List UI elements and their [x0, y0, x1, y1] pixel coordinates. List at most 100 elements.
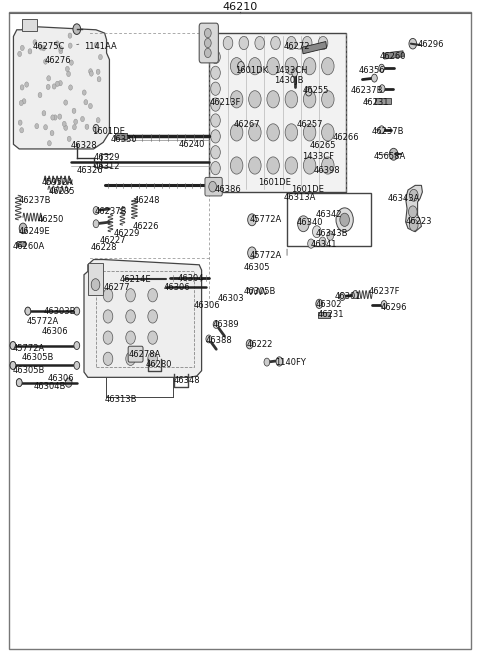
Text: 46348: 46348 [173, 376, 200, 385]
Circle shape [126, 310, 135, 323]
Circle shape [73, 24, 81, 34]
Circle shape [292, 69, 298, 77]
Text: 46305B: 46305B [22, 353, 54, 362]
Circle shape [148, 331, 157, 344]
Circle shape [46, 84, 50, 89]
Circle shape [74, 119, 78, 124]
Text: 46296: 46296 [418, 40, 444, 49]
Circle shape [249, 157, 261, 174]
Text: 46306: 46306 [48, 374, 74, 383]
Text: 46326: 46326 [77, 166, 103, 175]
Circle shape [230, 58, 243, 75]
Text: 46303: 46303 [217, 294, 244, 303]
Circle shape [74, 361, 80, 369]
Circle shape [53, 115, 57, 120]
Circle shape [62, 121, 66, 126]
Circle shape [255, 36, 264, 50]
Text: 46250: 46250 [37, 215, 64, 224]
Circle shape [379, 126, 384, 134]
Text: 46231: 46231 [317, 310, 344, 319]
Circle shape [230, 157, 243, 174]
Circle shape [103, 331, 113, 344]
Text: 46302: 46302 [316, 300, 342, 309]
Text: 46343B: 46343B [316, 228, 348, 238]
Text: 46249E: 46249E [18, 227, 50, 236]
Circle shape [96, 69, 100, 74]
Circle shape [50, 130, 54, 136]
Circle shape [69, 85, 72, 90]
Circle shape [264, 358, 270, 366]
Text: 46255: 46255 [302, 85, 329, 95]
Text: 1433CF: 1433CF [302, 152, 335, 161]
Circle shape [96, 118, 100, 123]
Circle shape [126, 352, 135, 365]
Circle shape [42, 46, 46, 51]
Circle shape [16, 379, 22, 387]
Text: 46237B: 46237B [95, 207, 127, 216]
Text: 46257: 46257 [297, 120, 323, 129]
Circle shape [59, 48, 63, 54]
Circle shape [42, 111, 46, 116]
Text: 46240: 46240 [179, 140, 205, 149]
Circle shape [372, 74, 377, 82]
Text: 46305B: 46305B [243, 287, 276, 296]
Text: 45772A: 45772A [26, 316, 59, 326]
Circle shape [249, 58, 261, 75]
Text: 46305: 46305 [244, 263, 270, 272]
Circle shape [72, 108, 76, 113]
Circle shape [409, 38, 417, 49]
Text: 46388: 46388 [205, 336, 232, 345]
Text: 46328: 46328 [71, 141, 97, 150]
Circle shape [70, 60, 73, 66]
Circle shape [95, 42, 98, 48]
Text: 46276: 46276 [45, 56, 71, 66]
Circle shape [10, 342, 16, 350]
Circle shape [308, 239, 314, 248]
Circle shape [204, 38, 211, 48]
Text: 46312: 46312 [94, 162, 120, 171]
Text: 46260A: 46260A [13, 242, 45, 251]
Circle shape [74, 307, 80, 315]
Circle shape [249, 91, 261, 108]
Text: 46313A: 46313A [283, 193, 315, 202]
Circle shape [89, 69, 93, 74]
Circle shape [379, 64, 384, 72]
Text: 46306: 46306 [163, 283, 190, 292]
Bar [287, 193, 371, 246]
Text: 46303B: 46303B [44, 307, 76, 316]
Circle shape [25, 82, 29, 87]
Circle shape [19, 223, 27, 234]
Circle shape [56, 81, 60, 87]
Circle shape [103, 352, 113, 365]
Text: 46386: 46386 [215, 185, 242, 194]
Circle shape [336, 208, 353, 232]
Text: 46265: 46265 [310, 141, 336, 150]
Circle shape [18, 120, 22, 125]
Text: 46229: 46229 [113, 228, 140, 238]
Circle shape [285, 91, 298, 108]
Circle shape [322, 124, 334, 141]
Circle shape [204, 48, 211, 58]
Circle shape [103, 289, 113, 302]
Circle shape [211, 50, 220, 64]
Polygon shape [406, 185, 422, 232]
Circle shape [211, 146, 220, 159]
Circle shape [238, 62, 244, 71]
Circle shape [285, 58, 298, 75]
Circle shape [91, 279, 100, 291]
Circle shape [223, 36, 233, 50]
Circle shape [267, 91, 279, 108]
Circle shape [148, 289, 157, 302]
Text: 46278A: 46278A [128, 350, 160, 359]
Circle shape [302, 36, 312, 50]
Circle shape [409, 189, 418, 201]
Circle shape [340, 213, 349, 226]
Bar [375, 97, 391, 103]
Polygon shape [13, 26, 109, 149]
Circle shape [408, 206, 417, 218]
Text: 46266: 46266 [333, 132, 360, 142]
Circle shape [246, 340, 253, 349]
Circle shape [89, 71, 93, 76]
Circle shape [84, 99, 88, 105]
Circle shape [10, 361, 16, 369]
